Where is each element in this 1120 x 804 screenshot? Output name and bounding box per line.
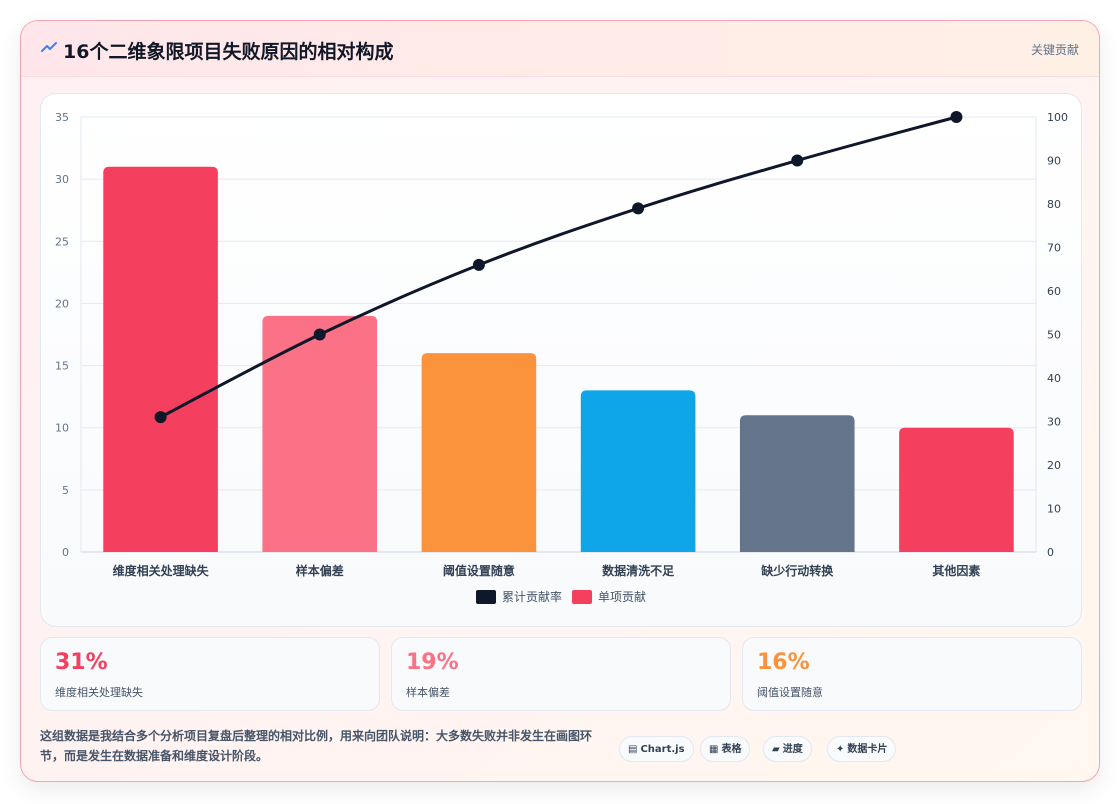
y-tick-label: 35 bbox=[55, 111, 69, 124]
table-icon: ▦ bbox=[709, 744, 719, 755]
bar bbox=[580, 390, 696, 552]
stat-card: 16% 阈值设置随意 bbox=[742, 637, 1082, 711]
stat-value: 31% bbox=[55, 650, 108, 675]
y2-tick-label: 80 bbox=[1047, 198, 1061, 211]
x-tick-label: 数据清洗不足 bbox=[602, 563, 674, 578]
stat-label: 维度相关处理缺失 bbox=[55, 686, 143, 699]
card-header: 16个二维象限项目失败原因的相对构成 关键贡献 bbox=[21, 21, 1099, 77]
pareto-chart: 0 5 10 15 20 25 30 35 0 10 20 30 40 50 60 70 80 90 100 维度相关… bbox=[55, 111, 1068, 604]
x-tick-label: 阈值设置随意 bbox=[443, 563, 515, 578]
y2-tick-label: 10 bbox=[1047, 503, 1061, 516]
key-contribution-tag: 关键贡献 bbox=[1030, 43, 1079, 57]
dashboard-card: 16个二维象限项目失败原因的相对构成 关键贡献 0 5 10 15 20 25 30 35 0 1… bbox=[20, 20, 1100, 782]
y-tick-label: 20 bbox=[55, 297, 69, 310]
y2-tick-label: 20 bbox=[1047, 459, 1061, 472]
legend-label: 累计贡献率 bbox=[502, 589, 562, 604]
y2-tick-label: 50 bbox=[1047, 329, 1061, 342]
bar bbox=[262, 315, 378, 552]
y2-tick-label: 90 bbox=[1047, 155, 1061, 168]
x-tick-label: 维度相关处理缺失 bbox=[113, 563, 210, 578]
chart-title: 16个二维象限项目失败原因的相对构成 bbox=[63, 41, 394, 63]
y-tick-label: 0 bbox=[62, 546, 69, 559]
bar bbox=[899, 427, 1014, 552]
analysis-note: 这组数据是我结合多个分析项目复盘后整理的相对比例，用来向团队说明：大多数失败并非… bbox=[40, 729, 593, 763]
y-tick-label: 25 bbox=[55, 235, 69, 248]
line-point bbox=[472, 258, 485, 271]
line-point bbox=[632, 202, 645, 215]
y2-tick-label: 100 bbox=[1047, 111, 1068, 124]
stat-label: 样本偏差 bbox=[406, 686, 450, 699]
stat-card: 19% 样本偏差 bbox=[391, 637, 731, 711]
x-tick-label: 其他因素 bbox=[932, 563, 980, 578]
y2-tick-label: 60 bbox=[1047, 285, 1061, 298]
stat-cards: 31% 维度相关处理缺失 19% 样本偏差 16% 阈值设置随意 bbox=[40, 637, 1082, 711]
cumulative-line bbox=[159, 115, 957, 419]
chip-table[interactable]: ▦ 表格 bbox=[700, 736, 751, 762]
line-point bbox=[791, 154, 804, 167]
chip-label: 表格 bbox=[721, 744, 742, 755]
chart-icon: ▤ bbox=[628, 744, 638, 755]
progress-icon: ▰ bbox=[772, 744, 780, 755]
sparkle-icon: ✦ bbox=[836, 744, 845, 755]
chip-data-card[interactable]: ✦ 数据卡片 bbox=[827, 736, 897, 762]
y2-tick-label: 0 bbox=[1047, 546, 1054, 559]
y-tick-label: 30 bbox=[55, 173, 69, 186]
y-tick-label: 15 bbox=[55, 360, 69, 373]
bar bbox=[421, 353, 537, 552]
chart-container: 0 5 10 15 20 25 30 35 0 10 20 30 40 50 60 70 80 90 100 维度相关… bbox=[40, 93, 1082, 627]
stat-label: 阈值设置随意 bbox=[757, 686, 823, 699]
stat-value: 19% bbox=[406, 650, 459, 675]
chip-label: 数据卡片 bbox=[847, 744, 888, 755]
legend-swatch bbox=[572, 590, 592, 604]
chip-label: Chart.js bbox=[640, 744, 685, 755]
stat-value: 16% bbox=[757, 650, 810, 675]
x-tick-label: 样本偏差 bbox=[296, 563, 344, 578]
stat-card: 31% 维度相关处理缺失 bbox=[40, 637, 380, 711]
y-tick-label: 10 bbox=[55, 422, 69, 435]
y2-tick-label: 70 bbox=[1047, 242, 1061, 255]
x-tick-label: 缺少行动转换 bbox=[761, 563, 834, 578]
y2-tick-label: 30 bbox=[1047, 416, 1061, 429]
legend-swatch bbox=[476, 590, 496, 604]
line-point bbox=[313, 328, 326, 341]
bar bbox=[103, 166, 218, 552]
line-point bbox=[154, 411, 167, 424]
bar bbox=[739, 415, 855, 552]
chip-chartjs[interactable]: ▤ Chart.js bbox=[619, 736, 694, 762]
trend-icon bbox=[41, 42, 57, 52]
y2-tick-label: 40 bbox=[1047, 372, 1061, 385]
legend-label: 单项贡献 bbox=[598, 589, 646, 604]
chip-label: 进度 bbox=[782, 744, 803, 755]
chip-progress[interactable]: ▰ 进度 bbox=[763, 736, 812, 762]
y-tick-label: 5 bbox=[62, 484, 69, 497]
line-point bbox=[950, 111, 963, 123]
